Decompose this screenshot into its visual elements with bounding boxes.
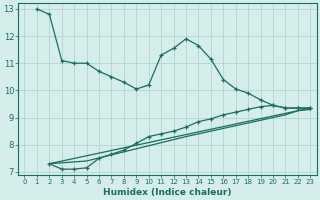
X-axis label: Humidex (Indice chaleur): Humidex (Indice chaleur) — [103, 188, 232, 197]
